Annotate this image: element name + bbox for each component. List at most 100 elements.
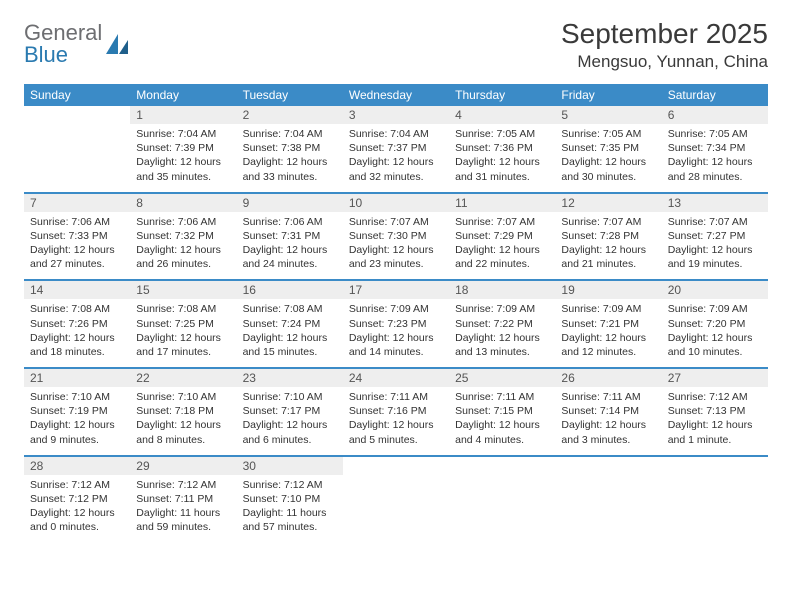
calendar-week: 21Sunrise: 7:10 AMSunset: 7:19 PMDayligh… bbox=[24, 368, 768, 456]
calendar-cell: 30Sunrise: 7:12 AMSunset: 7:10 PMDayligh… bbox=[237, 456, 343, 543]
calendar-cell: 7Sunrise: 7:06 AMSunset: 7:33 PMDaylight… bbox=[24, 193, 130, 281]
day-info: Sunrise: 7:04 AMSunset: 7:39 PMDaylight:… bbox=[130, 124, 236, 192]
calendar-cell: 4Sunrise: 7:05 AMSunset: 7:36 PMDaylight… bbox=[449, 106, 555, 193]
calendar-cell bbox=[662, 456, 768, 543]
dayname-fri: Friday bbox=[555, 84, 661, 106]
calendar-cell: 1Sunrise: 7:04 AMSunset: 7:39 PMDaylight… bbox=[130, 106, 236, 193]
calendar-cell: 17Sunrise: 7:09 AMSunset: 7:23 PMDayligh… bbox=[343, 280, 449, 368]
month-title: September 2025 bbox=[561, 18, 768, 50]
calendar-cell bbox=[555, 456, 661, 543]
calendar-header-row: Sunday Monday Tuesday Wednesday Thursday… bbox=[24, 84, 768, 106]
day-number: 14 bbox=[24, 281, 130, 299]
calendar-week: 28Sunrise: 7:12 AMSunset: 7:12 PMDayligh… bbox=[24, 456, 768, 543]
day-number: 15 bbox=[130, 281, 236, 299]
day-info: Sunrise: 7:05 AMSunset: 7:36 PMDaylight:… bbox=[449, 124, 555, 192]
calendar-cell: 6Sunrise: 7:05 AMSunset: 7:34 PMDaylight… bbox=[662, 106, 768, 193]
logo-sail-icon bbox=[104, 30, 132, 58]
day-number: 8 bbox=[130, 194, 236, 212]
day-info: Sunrise: 7:06 AMSunset: 7:32 PMDaylight:… bbox=[130, 212, 236, 280]
logo: General Blue bbox=[24, 22, 132, 66]
day-number: 19 bbox=[555, 281, 661, 299]
calendar-cell: 8Sunrise: 7:06 AMSunset: 7:32 PMDaylight… bbox=[130, 193, 236, 281]
day-info: Sunrise: 7:08 AMSunset: 7:26 PMDaylight:… bbox=[24, 299, 130, 367]
day-number bbox=[343, 457, 449, 475]
calendar-cell: 2Sunrise: 7:04 AMSunset: 7:38 PMDaylight… bbox=[237, 106, 343, 193]
calendar-cell: 25Sunrise: 7:11 AMSunset: 7:15 PMDayligh… bbox=[449, 368, 555, 456]
day-info: Sunrise: 7:09 AMSunset: 7:23 PMDaylight:… bbox=[343, 299, 449, 367]
logo-text: General Blue bbox=[24, 22, 102, 66]
day-number bbox=[449, 457, 555, 475]
day-number bbox=[555, 457, 661, 475]
day-info: Sunrise: 7:09 AMSunset: 7:21 PMDaylight:… bbox=[555, 299, 661, 367]
day-number: 4 bbox=[449, 106, 555, 124]
calendar-cell: 26Sunrise: 7:11 AMSunset: 7:14 PMDayligh… bbox=[555, 368, 661, 456]
calendar-cell: 3Sunrise: 7:04 AMSunset: 7:37 PMDaylight… bbox=[343, 106, 449, 193]
calendar-cell: 24Sunrise: 7:11 AMSunset: 7:16 PMDayligh… bbox=[343, 368, 449, 456]
day-info: Sunrise: 7:12 AMSunset: 7:11 PMDaylight:… bbox=[130, 475, 236, 543]
location: Mengsuo, Yunnan, China bbox=[561, 52, 768, 72]
day-number: 12 bbox=[555, 194, 661, 212]
calendar-cell: 18Sunrise: 7:09 AMSunset: 7:22 PMDayligh… bbox=[449, 280, 555, 368]
calendar-cell: 19Sunrise: 7:09 AMSunset: 7:21 PMDayligh… bbox=[555, 280, 661, 368]
calendar-page: General Blue September 2025 Mengsuo, Yun… bbox=[0, 0, 792, 560]
calendar-cell: 21Sunrise: 7:10 AMSunset: 7:19 PMDayligh… bbox=[24, 368, 130, 456]
calendar-body: 1Sunrise: 7:04 AMSunset: 7:39 PMDaylight… bbox=[24, 106, 768, 542]
day-info: Sunrise: 7:09 AMSunset: 7:20 PMDaylight:… bbox=[662, 299, 768, 367]
title-block: September 2025 Mengsuo, Yunnan, China bbox=[561, 18, 768, 72]
day-info: Sunrise: 7:07 AMSunset: 7:28 PMDaylight:… bbox=[555, 212, 661, 280]
day-info: Sunrise: 7:10 AMSunset: 7:17 PMDaylight:… bbox=[237, 387, 343, 455]
calendar-cell: 23Sunrise: 7:10 AMSunset: 7:17 PMDayligh… bbox=[237, 368, 343, 456]
day-number: 16 bbox=[237, 281, 343, 299]
calendar-cell bbox=[24, 106, 130, 193]
day-info: Sunrise: 7:10 AMSunset: 7:18 PMDaylight:… bbox=[130, 387, 236, 455]
calendar-cell: 15Sunrise: 7:08 AMSunset: 7:25 PMDayligh… bbox=[130, 280, 236, 368]
day-number: 17 bbox=[343, 281, 449, 299]
calendar-week: 14Sunrise: 7:08 AMSunset: 7:26 PMDayligh… bbox=[24, 280, 768, 368]
day-number: 25 bbox=[449, 369, 555, 387]
calendar-cell: 20Sunrise: 7:09 AMSunset: 7:20 PMDayligh… bbox=[662, 280, 768, 368]
header: General Blue September 2025 Mengsuo, Yun… bbox=[24, 18, 768, 72]
day-number: 20 bbox=[662, 281, 768, 299]
calendar-cell: 5Sunrise: 7:05 AMSunset: 7:35 PMDaylight… bbox=[555, 106, 661, 193]
day-number: 26 bbox=[555, 369, 661, 387]
day-number: 9 bbox=[237, 194, 343, 212]
day-number: 3 bbox=[343, 106, 449, 124]
day-info: Sunrise: 7:05 AMSunset: 7:35 PMDaylight:… bbox=[555, 124, 661, 192]
dayname-mon: Monday bbox=[130, 84, 236, 106]
day-number: 23 bbox=[237, 369, 343, 387]
day-number: 6 bbox=[662, 106, 768, 124]
day-info: Sunrise: 7:07 AMSunset: 7:27 PMDaylight:… bbox=[662, 212, 768, 280]
day-number: 18 bbox=[449, 281, 555, 299]
day-number: 2 bbox=[237, 106, 343, 124]
calendar-cell: 11Sunrise: 7:07 AMSunset: 7:29 PMDayligh… bbox=[449, 193, 555, 281]
calendar-cell: 12Sunrise: 7:07 AMSunset: 7:28 PMDayligh… bbox=[555, 193, 661, 281]
day-number: 27 bbox=[662, 369, 768, 387]
day-info: Sunrise: 7:08 AMSunset: 7:24 PMDaylight:… bbox=[237, 299, 343, 367]
calendar-cell: 28Sunrise: 7:12 AMSunset: 7:12 PMDayligh… bbox=[24, 456, 130, 543]
day-number: 1 bbox=[130, 106, 236, 124]
day-info: Sunrise: 7:07 AMSunset: 7:30 PMDaylight:… bbox=[343, 212, 449, 280]
day-info: Sunrise: 7:08 AMSunset: 7:25 PMDaylight:… bbox=[130, 299, 236, 367]
day-number: 7 bbox=[24, 194, 130, 212]
day-number: 10 bbox=[343, 194, 449, 212]
day-number: 22 bbox=[130, 369, 236, 387]
day-number: 30 bbox=[237, 457, 343, 475]
calendar-cell bbox=[449, 456, 555, 543]
day-number bbox=[662, 457, 768, 475]
calendar-cell: 27Sunrise: 7:12 AMSunset: 7:13 PMDayligh… bbox=[662, 368, 768, 456]
dayname-wed: Wednesday bbox=[343, 84, 449, 106]
calendar-cell: 22Sunrise: 7:10 AMSunset: 7:18 PMDayligh… bbox=[130, 368, 236, 456]
calendar-cell: 29Sunrise: 7:12 AMSunset: 7:11 PMDayligh… bbox=[130, 456, 236, 543]
day-info: Sunrise: 7:12 AMSunset: 7:10 PMDaylight:… bbox=[237, 475, 343, 543]
day-info: Sunrise: 7:10 AMSunset: 7:19 PMDaylight:… bbox=[24, 387, 130, 455]
day-number bbox=[24, 106, 130, 124]
day-info: Sunrise: 7:04 AMSunset: 7:38 PMDaylight:… bbox=[237, 124, 343, 192]
dayname-thu: Thursday bbox=[449, 84, 555, 106]
calendar-cell: 9Sunrise: 7:06 AMSunset: 7:31 PMDaylight… bbox=[237, 193, 343, 281]
calendar-week: 7Sunrise: 7:06 AMSunset: 7:33 PMDaylight… bbox=[24, 193, 768, 281]
day-info: Sunrise: 7:07 AMSunset: 7:29 PMDaylight:… bbox=[449, 212, 555, 280]
calendar-cell: 16Sunrise: 7:08 AMSunset: 7:24 PMDayligh… bbox=[237, 280, 343, 368]
calendar-cell: 10Sunrise: 7:07 AMSunset: 7:30 PMDayligh… bbox=[343, 193, 449, 281]
day-number: 28 bbox=[24, 457, 130, 475]
dayname-sat: Saturday bbox=[662, 84, 768, 106]
